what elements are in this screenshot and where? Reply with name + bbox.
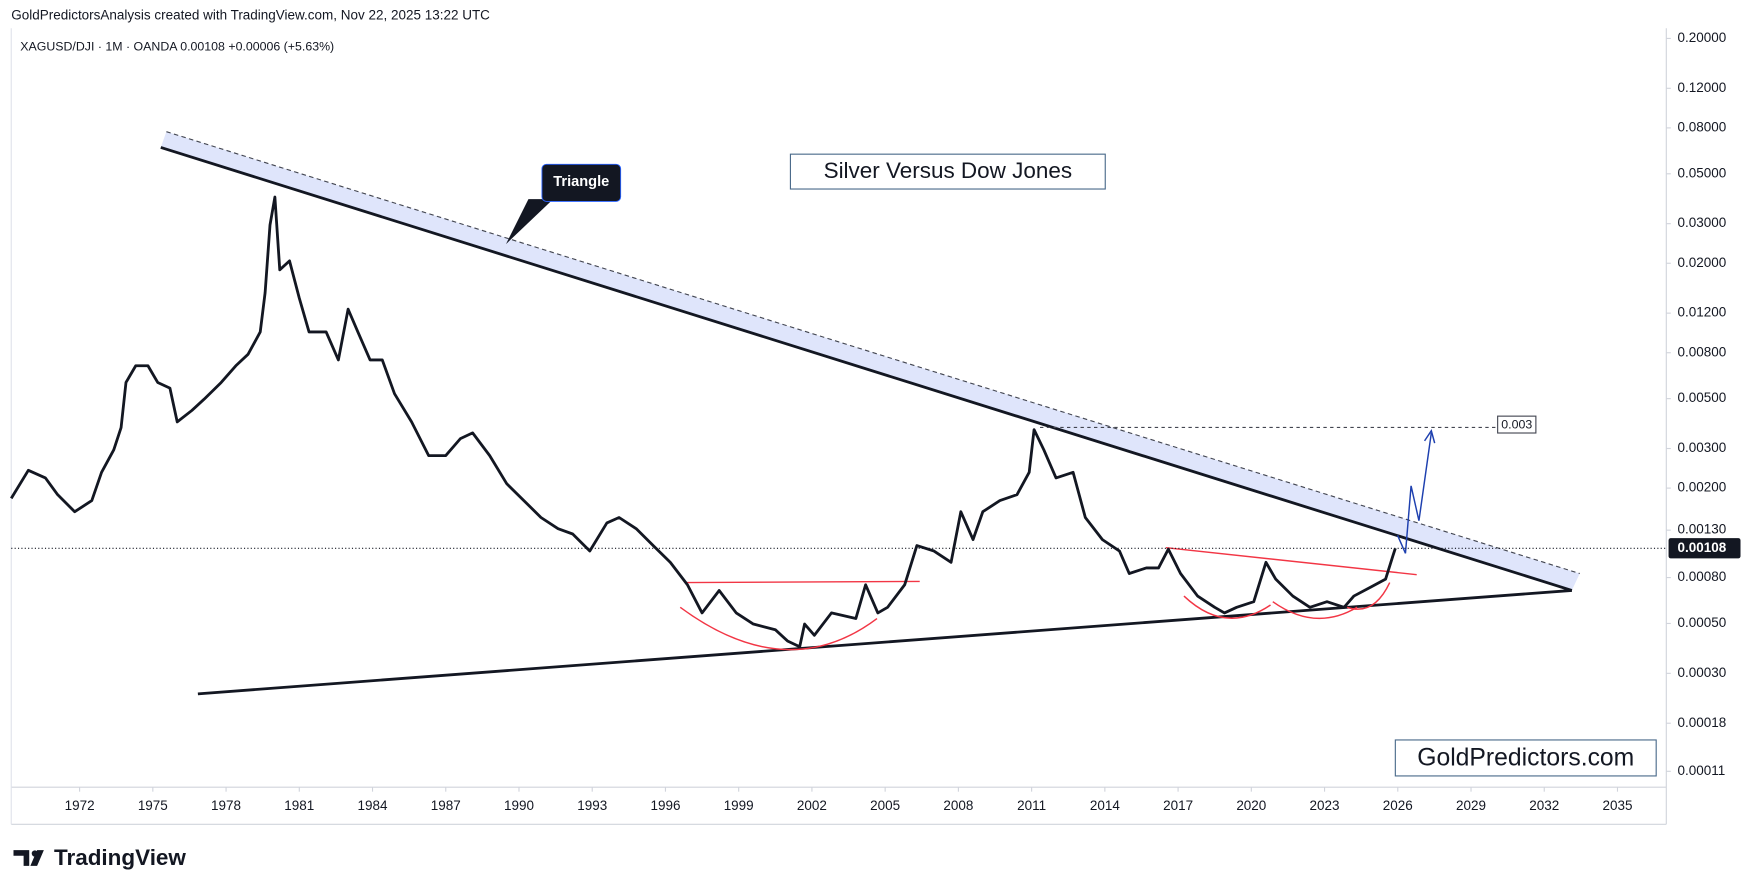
y-tick-label: 0.00200 [1678,480,1727,495]
title-box [789,153,1106,190]
x-tick-label: 2035 [1602,798,1632,813]
x-tick-label: 1999 [724,798,754,813]
x-tick-label: 2017 [1163,798,1193,813]
y-tick-label: 0.00011 [1678,763,1726,778]
chart-title: Silver Versus Dow Jones [824,158,1073,183]
y-tick-label: 0.00800 [1678,344,1727,359]
x-tick-label: 2002 [797,798,827,813]
neckline [1165,546,1417,576]
x-tick-label: 2014 [1090,798,1120,813]
y-tick-label: 0.00018 [1678,715,1727,730]
target-label: 0.003 [1501,417,1532,431]
y-tick-label: 0.01200 [1678,305,1727,320]
pattern-drawings [679,546,1417,651]
symbol-legend: XAGUSD/DJI · 1M · OANDA 0.00108 +0.00006… [20,40,334,54]
cup-arc [1346,582,1391,610]
upper-dashed-line [166,131,1580,575]
x-tick-label: 2008 [943,798,973,813]
arrow-head [1423,429,1436,444]
x-tick-label: 2029 [1456,798,1486,813]
y-tick-label: 0.05000 [1678,165,1727,180]
x-tick-label: 2026 [1383,798,1413,813]
watermark: GoldPredictors.com [1417,745,1634,772]
callout-box [541,163,622,202]
x-tick-label: 2020 [1236,798,1266,813]
price-line [10,195,1397,649]
y-tick-label: 0.12000 [1678,80,1727,95]
y-tick-label: 0.02000 [1678,255,1727,270]
upper-trend-line [160,146,1573,592]
callout-text: Triangle [553,174,609,190]
y-tick-label: 0.03000 [1678,215,1727,230]
y-tick-label: 0.00030 [1678,665,1727,680]
x-tick-label: 1990 [504,798,534,813]
x-tick-label: 1981 [284,798,314,813]
cup-arc [679,606,878,651]
cup-arc [1272,601,1358,619]
last-price-box [1668,538,1741,559]
attribution: GoldPredictorsAnalysis created with Trad… [11,7,490,22]
x-tick-label: 1984 [358,798,388,813]
x-tick-label: 1972 [65,798,95,813]
x-tick-label: 2011 [1017,798,1046,813]
y-tick-label: 0.08000 [1678,119,1727,134]
x-tick-label: 1993 [577,798,607,813]
projection-path [1396,432,1433,554]
x-tick-label: 2032 [1529,798,1559,813]
x-tick-label: 1996 [650,798,680,813]
tradingview-logo: TradingView [13,845,186,870]
x-tick-label: 2023 [1310,798,1340,813]
y-tick-label: 0.20000 [1678,30,1727,45]
x-tick-label: 2005 [870,798,900,813]
logo-dot [31,850,39,857]
projection-arrow [1396,429,1436,554]
footer-brand: TradingView [54,845,186,870]
y-tick-label: 0.00130 [1678,522,1727,537]
triangle-band [160,131,1580,591]
last-price-label: 0.00108 [1678,540,1727,555]
y-tick-label: 0.00050 [1678,615,1727,630]
callout-tail [505,199,554,245]
y-tick-label: 0.00300 [1678,440,1727,455]
neckline [685,580,920,584]
watermark-box [1394,739,1657,777]
target-label-box [1497,415,1537,434]
cup-arc [1183,595,1271,619]
x-tick-label: 1987 [431,798,461,813]
x-tick-label: 1975 [138,798,168,813]
x-tick-label: 1978 [211,798,241,813]
y-tick-label: 0.00080 [1678,569,1727,584]
y-tick-label: 0.00500 [1678,390,1727,405]
